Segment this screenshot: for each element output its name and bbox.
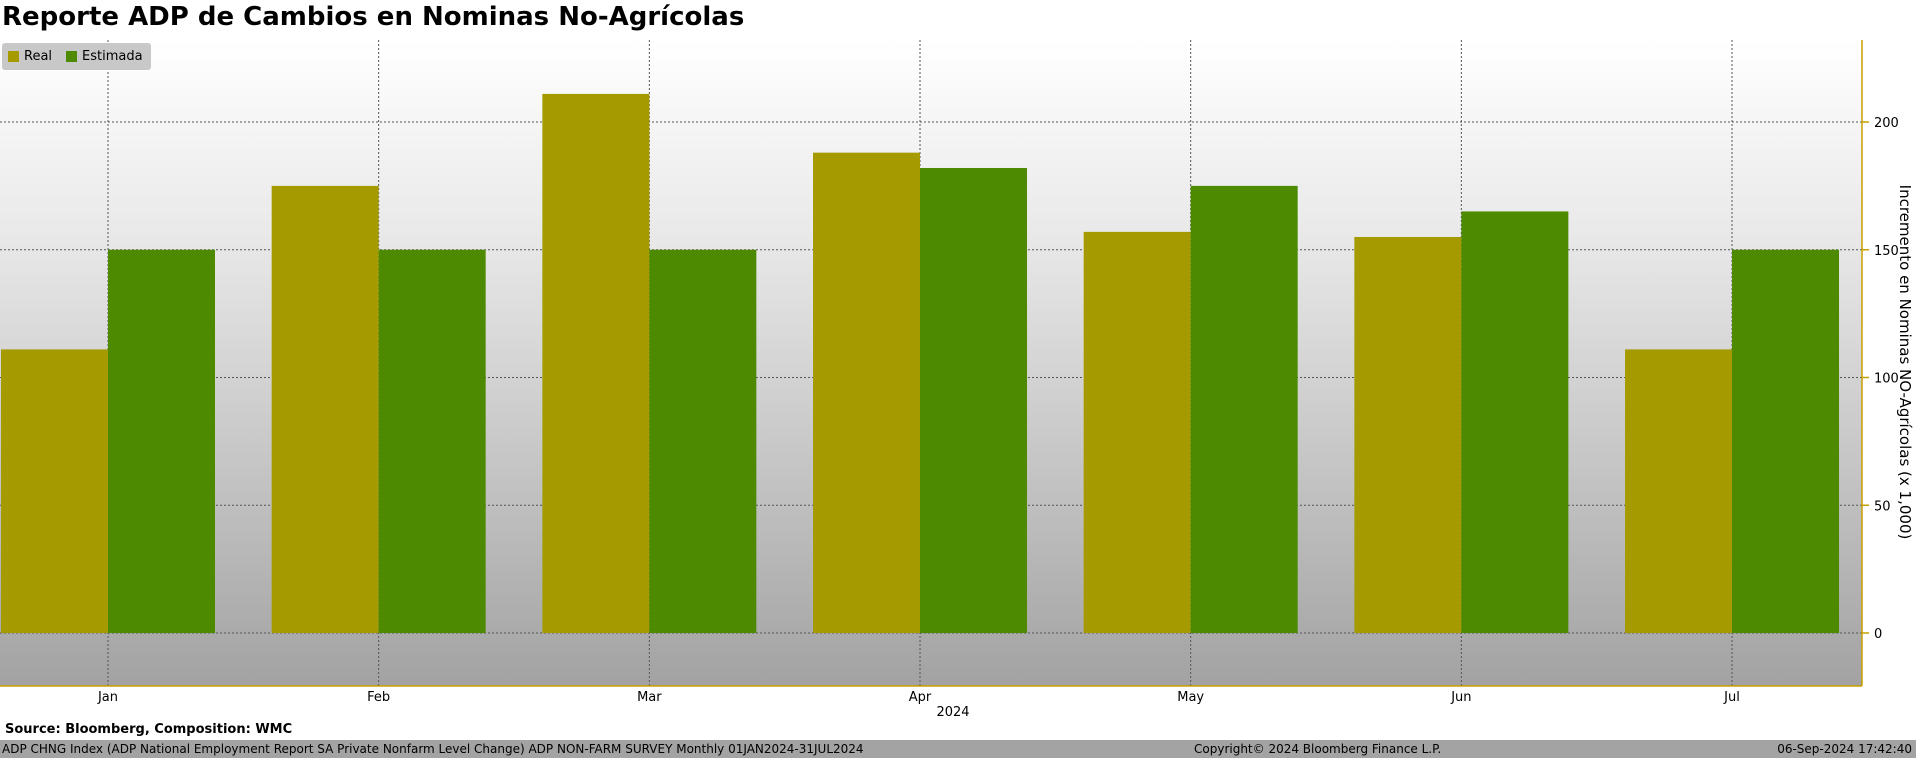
x-tick-label-feb: Feb [367,690,390,705]
bar-estimada-jan [108,249,215,633]
bar-chart: 0 50 100 150 200 Jan Feb Mar Apr May Jun Jul 2024 [0,40,1899,720]
chart-title: Reporte ADP de Cambios en Nominas No-Agr… [2,2,745,32]
x-tick-label-jan: Jan [97,690,118,705]
y-axis-label: Incremento en Nominas NO-Agrícolas (x 1,… [1896,184,1914,540]
x-tick-label-may: May [1177,690,1204,705]
bars [1,93,1840,634]
bar-real-jan [1,349,108,633]
legend-label-estimada: Estimada [82,49,143,64]
y-tick-label-150: 150 [1874,244,1899,259]
x-tick-label-mar: Mar [637,690,662,705]
bar-estimada-mar [649,249,757,633]
legend-swatch-real [8,51,19,62]
bar-real-jul [1625,349,1733,633]
x-tick-label-jun: Jun [1450,690,1471,705]
legend-swatch-estimada [66,51,78,62]
bar-estimada-jul [1732,249,1840,633]
bar-real-mar [542,93,650,633]
bar-estimada-may [1190,185,1298,633]
bar-real-may [1083,231,1191,634]
axes: 0 50 100 150 200 Jan Feb Mar Apr May Jun Jul 2024 [0,40,1899,720]
legend-item-real: Real [8,49,52,64]
bar-estimada-feb [378,249,486,633]
bar-estimada-jun [1461,211,1569,634]
legend-label-real: Real [24,49,53,64]
bar-estimada-apr [920,167,1028,634]
footer-timestamp: 06-Sep-2024 17:42:40 [1777,742,1912,756]
y-tick-label-100: 100 [1874,372,1899,387]
y-tick-label-50: 50 [1874,499,1891,514]
x-tick-label-apr: Apr [909,690,932,705]
footer-copyright: Copyright© 2024 Bloomberg Finance L.P. [1194,742,1442,756]
bar-real-jun [1354,236,1462,633]
bar-real-apr [813,152,921,633]
legend: Real Estimada [2,43,151,70]
legend-item-estimada: Estimada [66,49,143,64]
footer-bar: ADP CHNG Index (ADP National Employment … [0,740,1916,758]
x-axis-year-label: 2024 [936,705,969,720]
x-tick-label-jul: Jul [1723,690,1740,705]
source-note: Source: Bloomberg, Composition: WMC [5,722,293,737]
bar-real-feb [271,185,379,633]
footer-index-description: ADP CHNG Index (ADP National Employment … [2,742,864,756]
y-tick-label-0: 0 [1874,627,1882,642]
y-tick-label-200: 200 [1874,116,1899,131]
